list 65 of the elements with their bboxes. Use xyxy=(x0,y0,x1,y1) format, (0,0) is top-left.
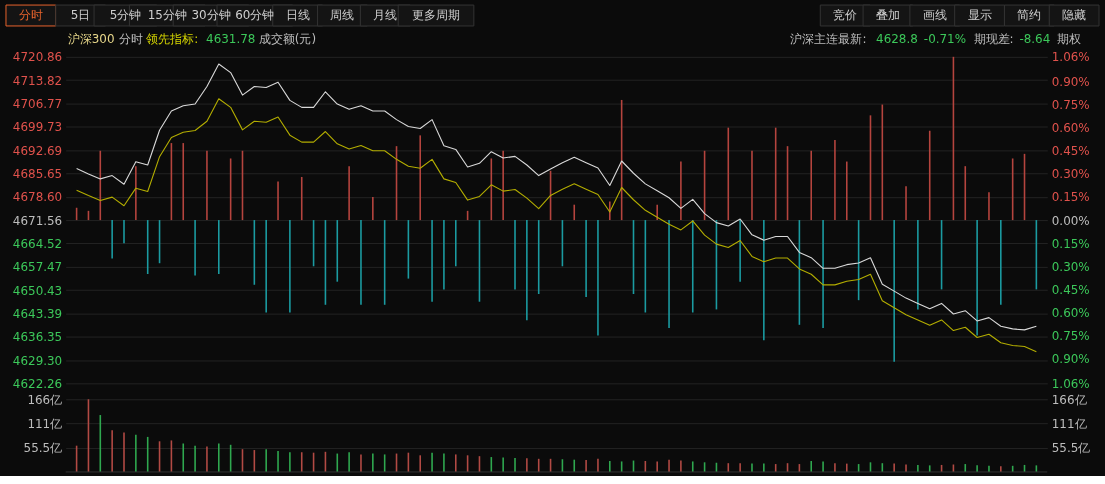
text: 成交额(元) xyxy=(258,31,317,46)
y2-tick-label: 0.90% xyxy=(1051,352,1090,367)
text: 竞价 xyxy=(833,7,858,22)
y-tick-label: 4720.86 xyxy=(12,50,63,65)
text: 月线 xyxy=(373,7,398,22)
y-tick-label: 4706.77 xyxy=(12,96,63,111)
line-series xyxy=(76,63,1037,331)
y-tick-label: 4650.43 xyxy=(12,283,63,298)
y2-tick-label: 166亿 xyxy=(1051,392,1087,407)
y-tick-label: 4713.82 xyxy=(12,73,63,88)
y2-tick-label: 0.60% xyxy=(1051,305,1090,320)
y2-tick-label: 0.45% xyxy=(1051,282,1090,297)
text: 期现差: xyxy=(973,31,1014,46)
y2-tick-label: 0.75% xyxy=(1051,98,1090,113)
text: 4631.78 xyxy=(206,31,256,46)
y-tick-label: 4629.30 xyxy=(12,353,63,368)
text: -8.64 xyxy=(1019,31,1051,46)
text: 沪深主连最新: xyxy=(790,31,867,46)
y2-tick-label: 0.90% xyxy=(1051,74,1090,89)
text: 隐藏 xyxy=(1062,7,1087,22)
y2-tick-label: 111亿 xyxy=(1051,416,1087,431)
y-tick-label: 4699.73 xyxy=(12,120,63,135)
y-tick-label: 4636.35 xyxy=(12,330,63,345)
y-tick-label: 4671.56 xyxy=(12,213,63,228)
y-tick-label: 4692.69 xyxy=(12,143,63,158)
text: 日线 xyxy=(285,7,310,22)
y2-tick-label: 1.06% xyxy=(1051,50,1090,65)
y2-tick-label: 0.00% xyxy=(1051,213,1090,228)
y2-tick-label: 0.30% xyxy=(1051,167,1090,182)
text: 叠加 xyxy=(875,7,900,22)
y2-tick-label: 1.06% xyxy=(1051,376,1090,391)
y2-tick-label: 0.45% xyxy=(1051,144,1090,159)
y2-tick-label: 0.30% xyxy=(1051,259,1090,274)
text: 沪深300 xyxy=(67,31,115,46)
y-tick-label: 4643.39 xyxy=(12,306,63,321)
text: 显示 xyxy=(967,7,992,22)
y2-tick-label: 0.60% xyxy=(1051,121,1090,136)
y-tick-label: 55.5亿 xyxy=(23,441,63,456)
text: 15分钟 xyxy=(147,7,187,22)
y-tick-label: 4622.26 xyxy=(12,376,63,391)
text: 期权 xyxy=(1057,31,1082,46)
y-tick-label: 4685.65 xyxy=(12,166,63,181)
text: 简约 xyxy=(1017,7,1042,22)
y-tick-label: 111亿 xyxy=(27,416,63,431)
text: 更多周期 xyxy=(412,7,461,22)
text: 5分钟 xyxy=(109,7,142,22)
text: 分时 xyxy=(18,7,43,22)
y-tick-label: 4664.52 xyxy=(12,236,63,251)
y-tick-label: 4678.60 xyxy=(12,190,63,205)
text: 周线 xyxy=(330,7,355,22)
text: 5日 xyxy=(70,7,91,22)
y-tick-label: 4657.47 xyxy=(12,260,63,275)
y2-tick-label: 0.15% xyxy=(1051,236,1090,251)
text: 领先指标: xyxy=(146,31,199,46)
y-tick-label: 166亿 xyxy=(27,392,63,407)
y2-tick-label: 55.5亿 xyxy=(1051,441,1091,456)
text: 4628.8 xyxy=(876,31,918,46)
text: 60分钟 xyxy=(235,7,275,22)
y2-tick-label: 0.75% xyxy=(1051,329,1090,344)
line-series xyxy=(76,98,1037,353)
text: 分时 xyxy=(119,31,144,46)
text: -0.71% xyxy=(923,31,967,46)
text: 30分钟 xyxy=(191,7,231,22)
y2-tick-label: 0.15% xyxy=(1051,190,1090,205)
text: 画线 xyxy=(922,7,947,22)
